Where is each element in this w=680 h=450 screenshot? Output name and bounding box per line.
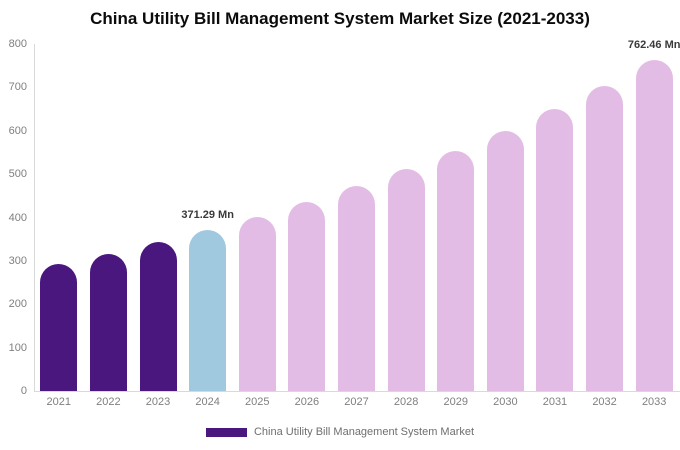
legend-label: China Utility Bill Management System Mar… — [253, 426, 475, 438]
bar-2023 — [139, 242, 177, 391]
x-axis-tick-label: 2028 — [393, 396, 419, 408]
x-axis-tick-label: 2027 — [344, 396, 369, 408]
x-axis-tick-label: 2022 — [96, 396, 121, 408]
x-axis-tick-label: 2024 — [195, 396, 220, 408]
legend: China Utility Bill Management System Mar… — [0, 426, 680, 438]
x-axis-tick-label: 2025 — [245, 396, 270, 408]
legend-swatch — [205, 427, 247, 437]
x-axis-tick-label: 2023 — [145, 396, 171, 408]
x-axis-tick-label: 2026 — [294, 396, 320, 408]
y-axis-tick-label: 700 — [8, 81, 27, 94]
x-axis-tick-label: 2029 — [443, 396, 468, 408]
x-axis-tick-label: 2033 — [641, 396, 667, 408]
y-axis-tick-label: 800 — [8, 38, 27, 50]
bar-2029 — [437, 150, 475, 391]
bar-2025 — [238, 216, 276, 391]
bar-2022 — [89, 253, 127, 391]
y-axis-tick-label: 300 — [8, 254, 27, 267]
y-axis-tick-label: 100 — [8, 341, 27, 354]
y-axis-tick-label: 400 — [8, 211, 27, 224]
bar-2033 — [635, 60, 673, 391]
x-axis-tick-label: 2031 — [542, 396, 568, 408]
bar-2030 — [486, 130, 524, 391]
value-label-2033: 762.46 Mn — [627, 39, 680, 52]
y-axis-tick-label: 200 — [8, 298, 27, 311]
bar-2028 — [387, 169, 425, 391]
bar-2024 — [189, 229, 227, 391]
y-axis-tick-label: 0 — [20, 385, 27, 397]
y-axis-tick-label: 500 — [8, 168, 27, 181]
bar-2031 — [536, 109, 574, 391]
value-label-2024: 371.29 Mn — [181, 208, 234, 221]
x-axis-tick-label: 2032 — [592, 396, 617, 408]
x-axis-tick-label: 2030 — [493, 396, 518, 408]
chart-title: China Utility Bill Management System Mar… — [90, 9, 590, 28]
bar-2021 — [40, 264, 78, 391]
plot-area — [34, 44, 680, 392]
y-axis-tick-label: 600 — [8, 124, 27, 137]
bar-2032 — [586, 85, 624, 391]
bar-2026 — [288, 201, 326, 391]
bar-2027 — [338, 186, 375, 391]
x-axis-tick-label: 2021 — [46, 396, 72, 408]
